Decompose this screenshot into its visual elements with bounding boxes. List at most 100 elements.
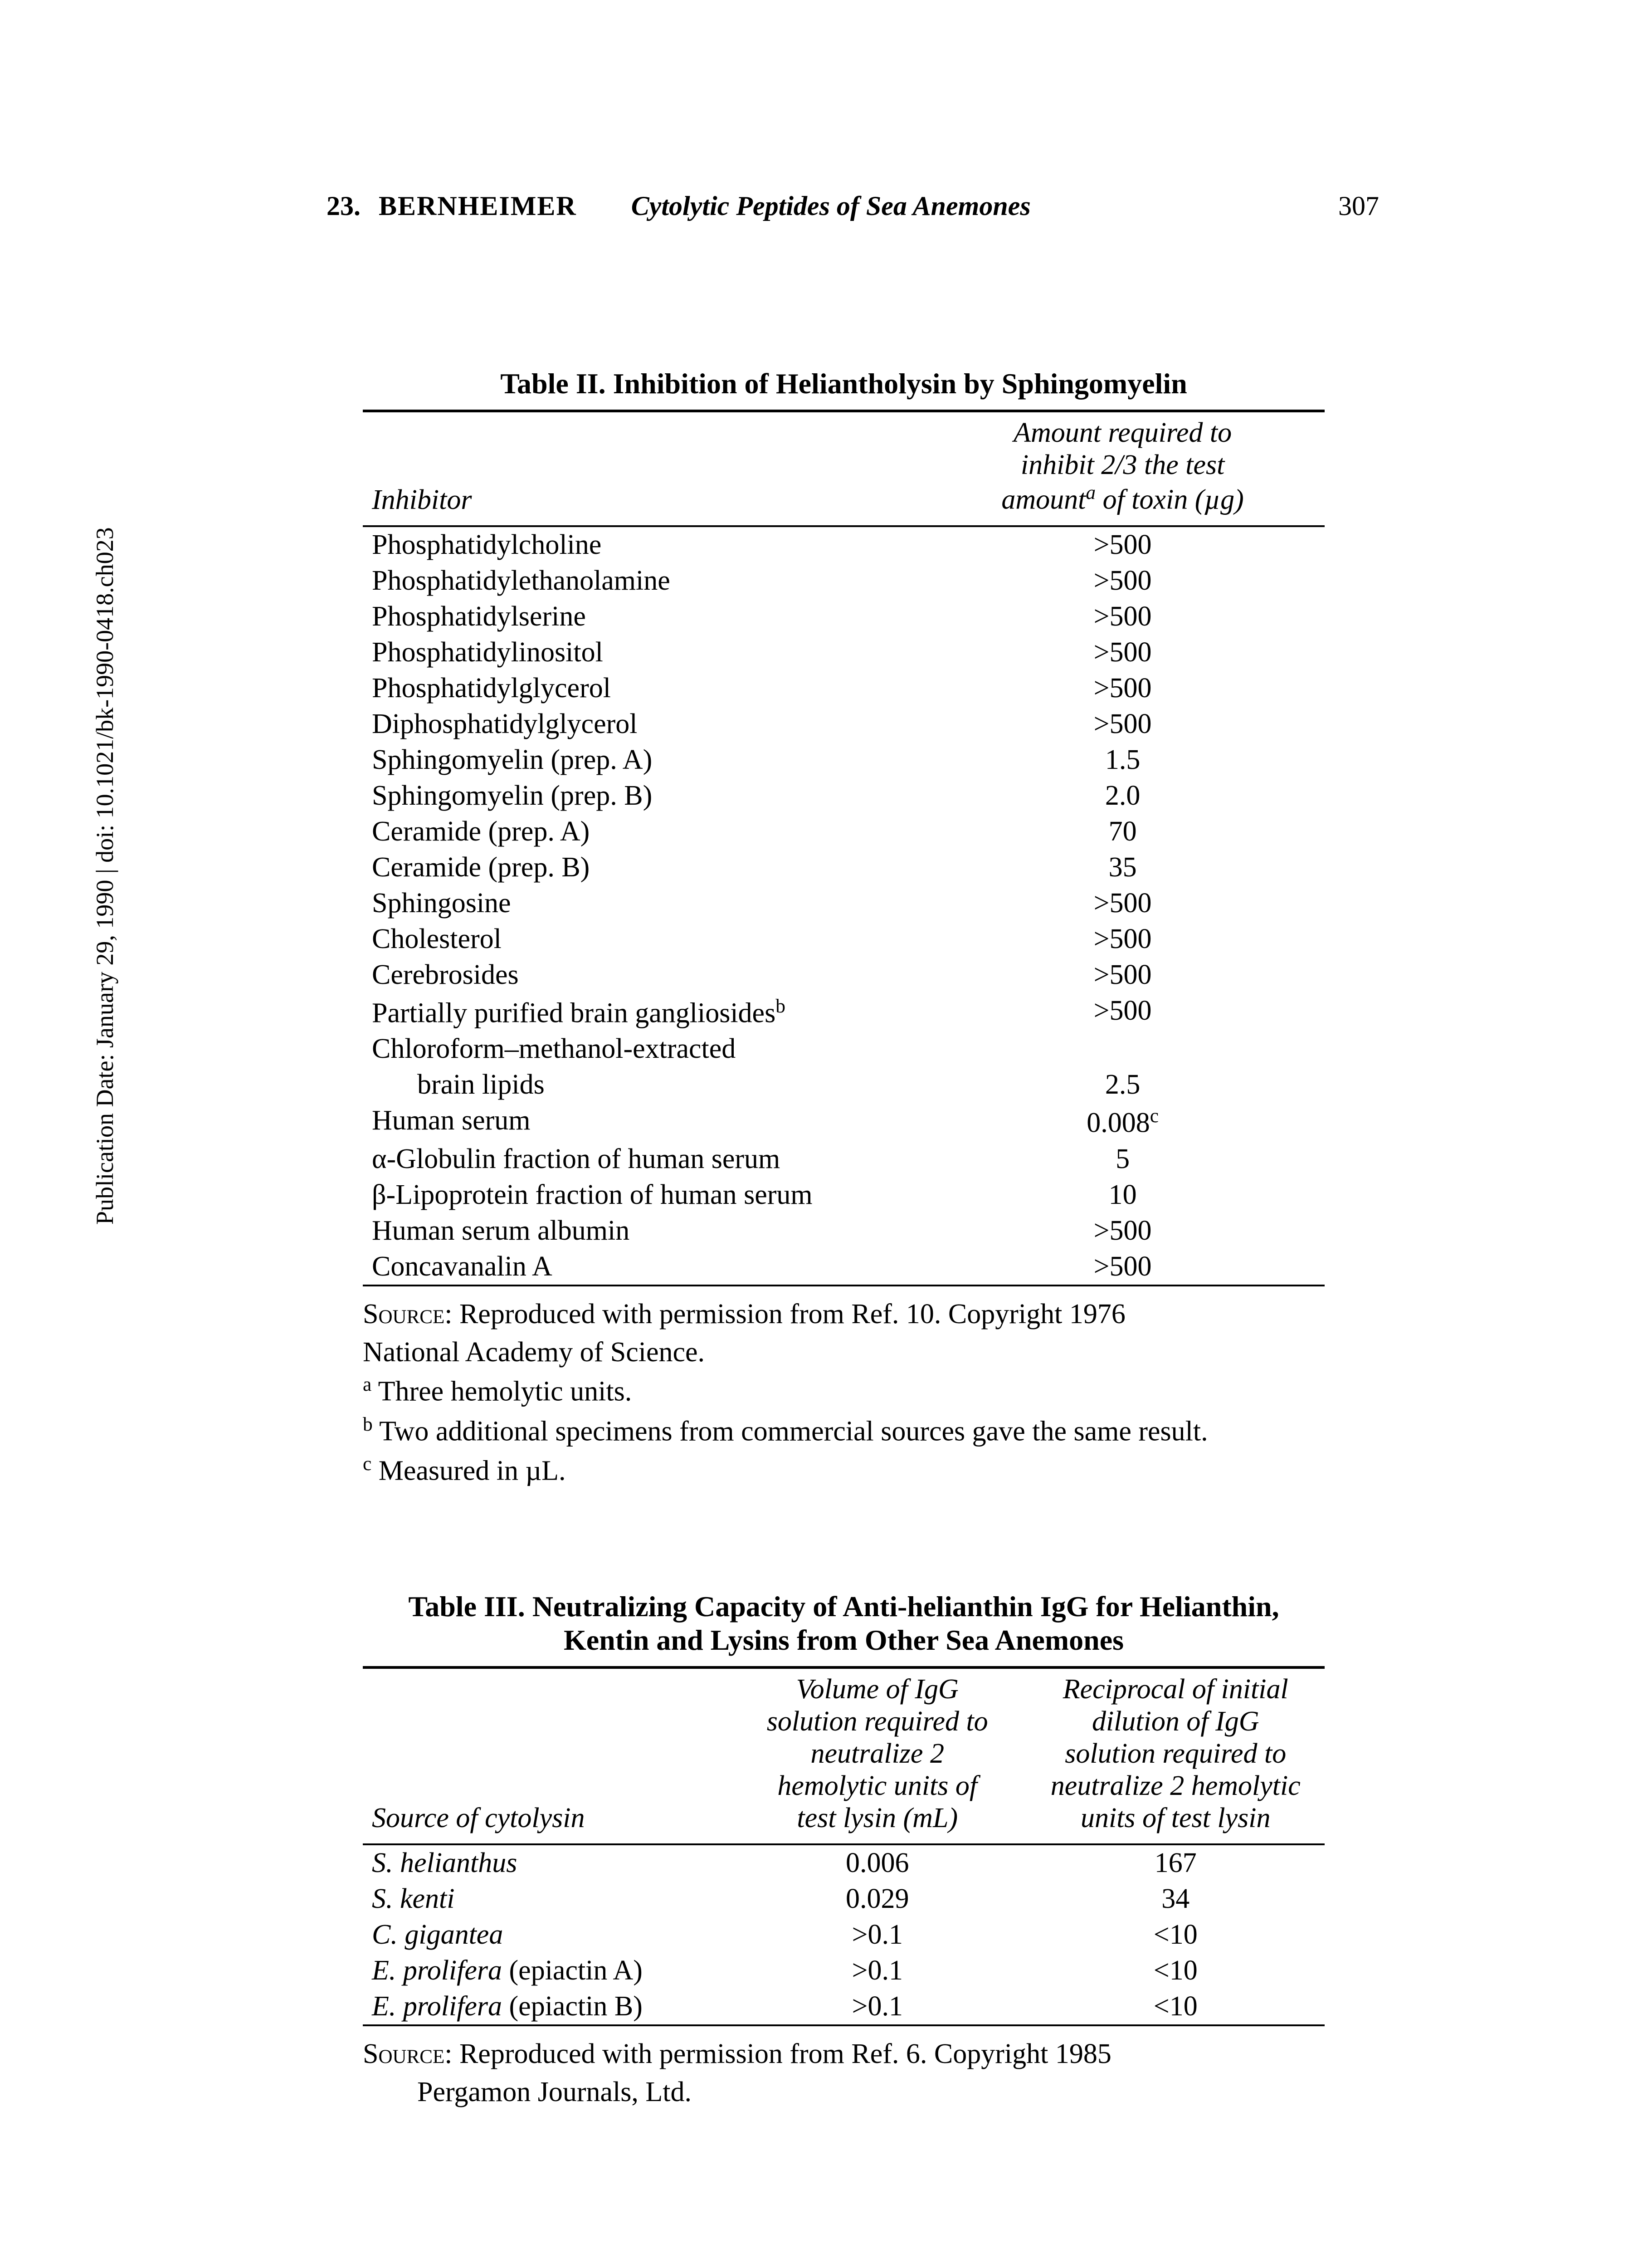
amount-cell: 5 (921, 1141, 1325, 1177)
amount-cell: 10 (921, 1177, 1325, 1213)
table-2-notes: Source: Reproduced with permission from … (363, 1295, 1325, 1490)
inhibitor-cell: Ceramide (prep. A) (363, 814, 921, 850)
inhibitor-cell: Cholesterol (363, 921, 921, 957)
inhibitor-cell: Sphingosine (363, 885, 921, 921)
table-row: Partially purified brain gangliosidesb>5… (363, 993, 1325, 1031)
inhibitor-cell: Phosphatidylserine (363, 599, 921, 635)
cytolysin-source-cell: S. helianthus (363, 1844, 728, 1881)
volume-cell: >0.1 (728, 1989, 1027, 2025)
reciprocal-cell: 167 (1026, 1844, 1325, 1881)
amount-cell: 2.0 (921, 778, 1325, 814)
amount-cell: >500 (921, 921, 1325, 957)
table-row: Ceramide (prep. B)35 (363, 850, 1325, 885)
table-2: Table II. Inhibition of Heliantholysin b… (363, 367, 1325, 1490)
table-row: α-Globulin fraction of human serum5 (363, 1141, 1325, 1177)
table-row: brain lipids2.5 (363, 1067, 1325, 1103)
amount-cell: 70 (921, 814, 1325, 850)
inhibitor-cell: Ceramide (prep. B) (363, 850, 921, 885)
table-row: Sphingosine>500 (363, 885, 1325, 921)
amount-cell (921, 1031, 1325, 1067)
table-row: Phosphatidylinositol>500 (363, 635, 1325, 670)
table-3-col1-header: Source of cytolysin (363, 1667, 728, 1844)
amount-cell: >500 (921, 1249, 1325, 1286)
table-row: β-Lipoprotein fraction of human serum10 (363, 1177, 1325, 1213)
inhibitor-cell: brain lipids (363, 1067, 921, 1103)
table-row: E. prolifera (epiactin A)>0.1<10 (363, 1953, 1325, 1989)
cytolysin-source-cell: E. prolifera (epiactin A) (363, 1953, 728, 1989)
table-3-col2-header: Volume of IgG solution required to neutr… (728, 1667, 1027, 1844)
header-author: BERNHEIMER (379, 191, 577, 222)
table-row: Cerebrosides>500 (363, 957, 1325, 993)
chapter-number: 23. (327, 191, 361, 222)
volume-cell: 0.006 (728, 1844, 1027, 1881)
cytolysin-source-cell: C. gigantea (363, 1917, 728, 1953)
volume-cell: >0.1 (728, 1917, 1027, 1953)
inhibitor-cell: Chloroform–methanol-extracted (363, 1031, 921, 1067)
amount-cell: >500 (921, 1213, 1325, 1249)
table-row: Chloroform–methanol-extracted (363, 1031, 1325, 1067)
amount-cell: >500 (921, 706, 1325, 742)
amount-cell: >500 (921, 993, 1325, 1031)
amount-cell: 2.5 (921, 1067, 1325, 1103)
reciprocal-cell: <10 (1026, 1917, 1325, 1953)
table-row: Sphingomyelin (prep. A)1.5 (363, 742, 1325, 778)
table-row: S. helianthus0.006167 (363, 1844, 1325, 1881)
table-row: Cholesterol>500 (363, 921, 1325, 957)
amount-cell: 35 (921, 850, 1325, 885)
table-3-caption: Table III. Neutralizing Capacity of Anti… (363, 1590, 1325, 1657)
inhibitor-cell: β-Lipoprotein fraction of human serum (363, 1177, 921, 1213)
inhibitor-cell: Phosphatidylcholine (363, 526, 921, 563)
inhibitor-cell: Diphosphatidylglycerol (363, 706, 921, 742)
inhibitor-cell: Phosphatidylglycerol (363, 670, 921, 706)
table-2-caption: Table II. Inhibition of Heliantholysin b… (363, 367, 1325, 401)
amount-cell: >500 (921, 635, 1325, 670)
inhibitor-cell: Cerebrosides (363, 957, 921, 993)
inhibitor-cell: Human serum albumin (363, 1213, 921, 1249)
running-header: 23. BERNHEIMER Cytolytic Peptides of Sea… (327, 191, 1379, 222)
table-row: S. kenti0.02934 (363, 1881, 1325, 1917)
inhibitor-cell: α-Globulin fraction of human serum (363, 1141, 921, 1177)
cytolysin-source-cell: E. prolifera (epiactin B) (363, 1989, 728, 2025)
table-row: Sphingomyelin (prep. B)2.0 (363, 778, 1325, 814)
inhibitor-cell: Human serum (363, 1103, 921, 1141)
inhibitor-cell: Sphingomyelin (prep. B) (363, 778, 921, 814)
inhibitor-cell: Partially purified brain gangliosidesb (363, 993, 921, 1031)
table-row: Phosphatidylcholine>500 (363, 526, 1325, 563)
table-row: Phosphatidylserine>500 (363, 599, 1325, 635)
amount-cell: >500 (921, 885, 1325, 921)
table-3-notes: Source: Reproduced with permission from … (363, 2035, 1325, 2111)
reciprocal-cell: 34 (1026, 1881, 1325, 1917)
inhibitor-cell: Phosphatidylethanolamine (363, 563, 921, 599)
reciprocal-cell: <10 (1026, 1989, 1325, 2025)
table-row: Human serum albumin>500 (363, 1213, 1325, 1249)
table-row: C. gigantea>0.1<10 (363, 1917, 1325, 1953)
amount-cell: >500 (921, 599, 1325, 635)
table-3-table: Source of cytolysin Volume of IgG soluti… (363, 1666, 1325, 2026)
amount-cell: >500 (921, 563, 1325, 599)
table-row: Phosphatidylethanolamine>500 (363, 563, 1325, 599)
cytolysin-source-cell: S. kenti (363, 1881, 728, 1917)
volume-cell: >0.1 (728, 1953, 1027, 1989)
table-2-col1-header: Inhibitor (363, 411, 921, 526)
amount-cell: 0.008c (921, 1103, 1325, 1141)
amount-cell: 1.5 (921, 742, 1325, 778)
amount-cell: >500 (921, 526, 1325, 563)
table-row: Diphosphatidylglycerol>500 (363, 706, 1325, 742)
source-label: Source: (363, 1299, 452, 1330)
table-row: Phosphatidylglycerol>500 (363, 670, 1325, 706)
table-row: Concavanalin A>500 (363, 1249, 1325, 1286)
reciprocal-cell: <10 (1026, 1953, 1325, 1989)
table-row: Human serum0.008c (363, 1103, 1325, 1141)
table-2-table: Inhibitor Amount required to inhibit 2/3… (363, 410, 1325, 1286)
amount-cell: >500 (921, 957, 1325, 993)
publication-info-sideways: Publication Date: January 29, 1990 | doi… (91, 527, 119, 1225)
inhibitor-cell: Phosphatidylinositol (363, 635, 921, 670)
table-3: Table III. Neutralizing Capacity of Anti… (363, 1590, 1325, 2111)
table-row: Ceramide (prep. A)70 (363, 814, 1325, 850)
table-2-col2-header: Amount required to inhibit 2/3 the test … (921, 411, 1325, 526)
page-footer: In Marine Toxins; Hall, S., el al.; ACS … (0, 2265, 1633, 2268)
source-label: Source: (363, 2038, 452, 2069)
amount-cell: >500 (921, 670, 1325, 706)
table-3-col3-header: Reciprocal of initial dilution of IgG so… (1026, 1667, 1325, 1844)
inhibitor-cell: Concavanalin A (363, 1249, 921, 1286)
